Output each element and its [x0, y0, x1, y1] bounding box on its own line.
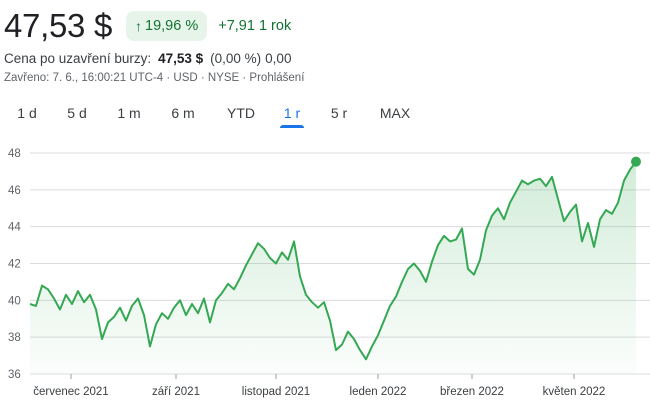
arrow-up-icon: ↑: [135, 18, 143, 34]
stock-price: 47,53 $: [4, 7, 113, 44]
price-area-fill: [30, 161, 636, 374]
y-tick-label: 36: [8, 369, 21, 381]
percent-change-value: 19,96 %: [145, 18, 199, 34]
after-hours-change: 0,00: [265, 51, 292, 66]
tab-5d[interactable]: 5 d: [67, 105, 87, 121]
x-tick-label: červenec 2021: [33, 386, 108, 398]
after-hours-price: 47,53 $: [158, 51, 204, 66]
after-hours-label: Cena po uzavření burzy:: [4, 51, 152, 66]
y-tick-label: 44: [8, 222, 21, 234]
x-tick-label: březen 2022: [440, 386, 504, 398]
y-tick-label: 46: [8, 185, 21, 197]
market-status-meta: Zavřeno: 7. 6., 16:00:21 UTC-4 · USD · N…: [4, 72, 305, 84]
percent-change-badge: ↑ 19,96 %: [126, 11, 208, 41]
x-tick-label: listopad 2021: [242, 386, 310, 398]
last-price-dot: [631, 156, 641, 167]
tab-1d[interactable]: 1 d: [17, 105, 37, 121]
tab-ytd[interactable]: YTD: [227, 105, 255, 121]
y-tick-label: 48: [8, 148, 21, 160]
price-chart[interactable]: 48 46 44 42 40 38 36 červenec 2021 září 2021 lis…: [0, 140, 650, 408]
after-hours-row: Cena po uzavření burzy: 47,53 $ (0,00 %)…: [4, 51, 291, 66]
y-tick-label: 40: [8, 295, 21, 307]
x-tick-label: květen 2022: [543, 386, 606, 398]
tab-5r[interactable]: 5 r: [330, 105, 348, 121]
x-tick-label: leden 2022: [350, 386, 407, 398]
y-tick-label: 42: [8, 259, 21, 271]
range-tabs: 1 d 5 d 1 m 6 m YTD 1 r 5 r MAX: [0, 102, 440, 128]
tab-1m[interactable]: 1 m: [117, 105, 141, 121]
after-hours-percent: (0,00 %): [210, 51, 262, 66]
quote-header: 47,53 $ ↑ 19,96 % +7,91 1 rok: [4, 6, 291, 46]
price-line: [29, 161, 637, 361]
x-tick-label: září 2021: [152, 386, 200, 398]
tab-6m[interactable]: 6 m: [171, 105, 195, 121]
tab-1r[interactable]: 1 r: [280, 102, 304, 128]
absolute-change: +7,91 1 rok: [218, 18, 292, 34]
tab-max[interactable]: MAX: [379, 105, 411, 121]
y-tick-label: 38: [8, 332, 21, 344]
